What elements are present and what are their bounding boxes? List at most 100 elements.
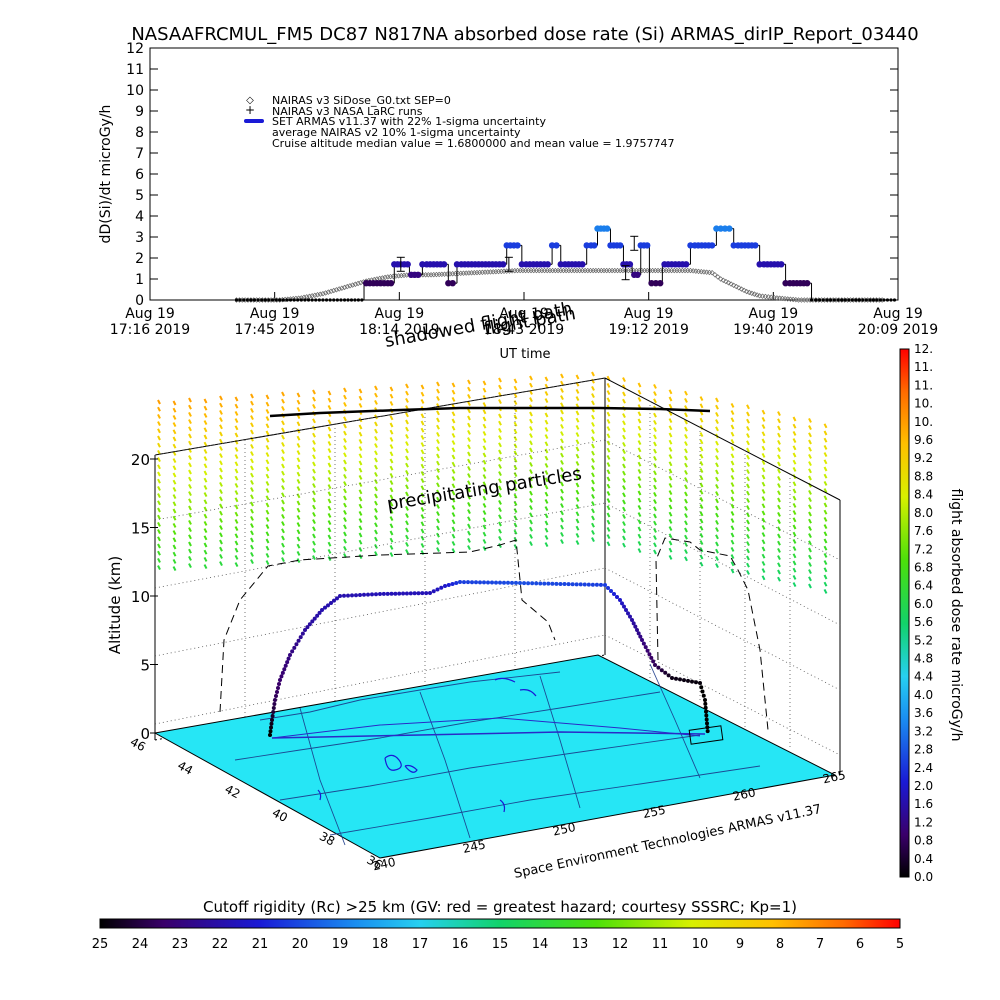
particle-mark bbox=[219, 525, 223, 531]
latitude-tick-label: 44 bbox=[175, 758, 195, 778]
nairas-point bbox=[706, 269, 713, 276]
rigidity-tick-label: 18 bbox=[372, 937, 389, 952]
nairas-point bbox=[422, 272, 429, 278]
particle-mark bbox=[668, 389, 673, 395]
nairas-point bbox=[536, 267, 542, 274]
flight-path-point bbox=[389, 591, 394, 596]
particle-mark bbox=[482, 409, 487, 415]
particle-mark bbox=[684, 419, 688, 425]
nairas-point bbox=[563, 267, 569, 274]
particle-mark bbox=[420, 499, 425, 505]
particle-mark bbox=[529, 541, 533, 547]
particle-mark bbox=[405, 534, 409, 540]
nairas-point bbox=[798, 297, 805, 303]
particle-mark bbox=[560, 539, 564, 545]
particle-mark bbox=[622, 485, 626, 491]
x-tick-label-date: Aug 19 bbox=[873, 306, 923, 322]
dose-colorbar-tick-label: 9.6 bbox=[914, 433, 933, 447]
particle-mark bbox=[761, 510, 766, 516]
particle-mark bbox=[591, 443, 595, 449]
nairas-point bbox=[498, 268, 504, 275]
armas-point bbox=[299, 298, 303, 302]
particle-mark bbox=[467, 509, 471, 515]
particle-mark bbox=[219, 460, 223, 466]
nairas-point bbox=[751, 291, 758, 297]
nairas-point bbox=[590, 267, 596, 274]
nairas-point bbox=[668, 267, 675, 274]
particle-mark bbox=[188, 512, 192, 518]
rigidity-tick-label: 10 bbox=[692, 937, 709, 952]
particle-mark bbox=[203, 506, 208, 512]
nairas-point bbox=[352, 281, 359, 287]
particle-mark bbox=[622, 528, 626, 534]
flight-path-point bbox=[283, 663, 288, 668]
particle-mark bbox=[684, 469, 688, 475]
particle-mark bbox=[777, 468, 781, 474]
particle-mark bbox=[823, 524, 828, 530]
particle-mark bbox=[405, 383, 409, 389]
particle-mark bbox=[637, 432, 642, 438]
rigidity-tick-label: 25 bbox=[92, 937, 109, 952]
particle-mark bbox=[777, 418, 781, 424]
particle-mark bbox=[219, 395, 223, 401]
particle-mark bbox=[188, 469, 192, 475]
particle-mark bbox=[761, 546, 766, 552]
y-tick-label: 0 bbox=[135, 293, 144, 309]
particle-mark bbox=[730, 532, 735, 538]
particle-mark bbox=[327, 548, 332, 554]
particle-mark bbox=[637, 389, 642, 395]
y-tick-label: 1 bbox=[135, 272, 144, 288]
flight-path-point bbox=[482, 580, 486, 585]
particle-mark bbox=[699, 554, 704, 560]
particle-mark bbox=[808, 439, 812, 445]
particle-mark bbox=[420, 384, 425, 390]
dose-colorbar-tick-label: 2.4 bbox=[914, 761, 933, 775]
nairas-point bbox=[379, 275, 386, 281]
particle-mark bbox=[467, 422, 471, 428]
particle-mark bbox=[358, 388, 363, 394]
particle-mark bbox=[467, 444, 471, 450]
armas-point bbox=[726, 225, 733, 232]
nairas-point bbox=[328, 288, 334, 295]
particle-mark bbox=[482, 466, 487, 472]
particle-mark bbox=[746, 411, 750, 417]
particle-mark bbox=[792, 466, 797, 472]
particle-mark bbox=[203, 499, 208, 505]
particle-mark bbox=[808, 475, 812, 481]
rigidity-colorbar-ticks: 25 24 23 22 21 20 19 18 17 16 15 14 13 12 11 10 9 8 7 6 5 bbox=[92, 937, 904, 952]
particle-mark bbox=[792, 510, 797, 516]
particle-mark bbox=[699, 468, 704, 474]
particle-mark bbox=[405, 477, 409, 483]
nairas-point bbox=[741, 287, 747, 294]
particle-mark bbox=[606, 519, 611, 525]
particle-mark bbox=[823, 495, 828, 501]
nairas-point bbox=[771, 294, 777, 301]
particle-mark bbox=[668, 454, 673, 460]
particle-mark bbox=[265, 488, 270, 494]
particle-mark bbox=[203, 412, 208, 418]
particle-mark bbox=[265, 466, 270, 472]
nairas-point bbox=[439, 271, 445, 277]
dose-colorbar-tick-label: 4.4 bbox=[914, 670, 933, 684]
particle-mark bbox=[606, 375, 611, 381]
particle-mark bbox=[684, 513, 688, 519]
nairas-point bbox=[425, 272, 432, 278]
particle-mark bbox=[420, 449, 425, 455]
particle-mark bbox=[591, 371, 595, 377]
particle-mark bbox=[715, 563, 719, 569]
particle-mark bbox=[513, 392, 518, 398]
particle-mark bbox=[792, 574, 797, 580]
particle-mark bbox=[653, 441, 657, 447]
particle-mark bbox=[358, 431, 363, 437]
particle-mark bbox=[529, 533, 533, 539]
rigidity-tick-label: 5 bbox=[896, 937, 904, 952]
particle-mark bbox=[405, 462, 409, 468]
particle-mark bbox=[746, 562, 750, 568]
particle-mark bbox=[498, 507, 502, 513]
particle-mark bbox=[374, 392, 378, 398]
x-tick-label-date: Aug 19 bbox=[749, 306, 799, 322]
ground-track bbox=[271, 717, 724, 745]
y-tick-label: 6 bbox=[135, 167, 144, 183]
particle-mark bbox=[513, 500, 518, 506]
particle-mark bbox=[405, 397, 409, 403]
